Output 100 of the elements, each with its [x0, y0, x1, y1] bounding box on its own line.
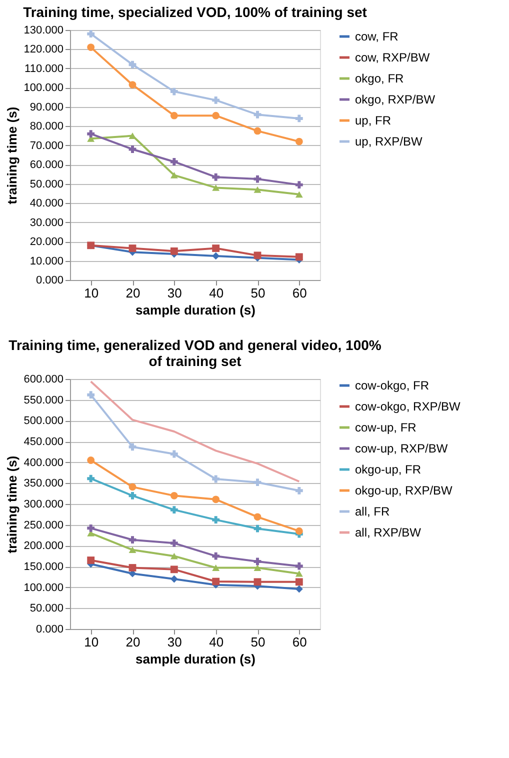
- y-tick-label: 40.000: [30, 198, 64, 210]
- x-tick-label: 60: [292, 634, 307, 650]
- legend-label: cow, FR: [355, 30, 399, 44]
- point: [128, 564, 136, 572]
- point: [212, 516, 220, 524]
- point: [128, 244, 136, 252]
- point: [254, 186, 262, 193]
- y-axis-title: training time (s): [4, 106, 20, 204]
- point: [87, 391, 95, 399]
- y-tick-label: 400.000: [24, 456, 64, 469]
- point: [295, 114, 303, 122]
- legend-label: up, FR: [355, 114, 392, 128]
- point: [212, 173, 220, 181]
- point: [170, 88, 178, 96]
- point: [87, 44, 95, 52]
- y-axis-title: training time (s): [4, 456, 20, 554]
- x-axis-title: sample duration (s): [136, 302, 256, 318]
- point: [170, 492, 178, 500]
- point: [128, 536, 136, 544]
- point: [254, 564, 262, 571]
- y-tick-label: 600.000: [24, 374, 64, 386]
- point: [170, 506, 178, 514]
- y-tick-label: 130.000: [24, 24, 64, 36]
- point: [295, 578, 303, 586]
- point: [295, 138, 303, 146]
- point: [212, 244, 220, 252]
- y-tick-label: 500.000: [24, 415, 64, 428]
- legend-label: cow-okgo, RXP/BW: [355, 400, 462, 414]
- point: [87, 474, 95, 482]
- point: [295, 191, 303, 198]
- y-tick-label: 150.000: [24, 561, 64, 573]
- x-tick-label: 40: [209, 286, 224, 300]
- point: [254, 110, 262, 118]
- point: [212, 112, 220, 120]
- legend-label: cow, RXP/BW: [355, 50, 430, 64]
- legend-label: cow-okgo, FR: [355, 378, 430, 392]
- chart-title: Training time, generalized VOD and general video, 100% of training set: [8, 337, 382, 369]
- y-tick-label: 70.000: [30, 140, 64, 152]
- point: [128, 443, 136, 451]
- point: [170, 566, 178, 574]
- y-tick-label: 20.000: [30, 236, 64, 248]
- point: [295, 570, 303, 577]
- point: [170, 247, 178, 255]
- point: [254, 252, 262, 260]
- point: [254, 578, 262, 586]
- legend-label: cow-up, RXP/BW: [355, 442, 448, 456]
- legend-label: all, RXP/BW: [355, 526, 422, 540]
- point: [295, 562, 303, 570]
- chart-title: Training time, specialized VOD, 100% of training set: [23, 4, 368, 20]
- point: [212, 96, 220, 104]
- point: [212, 578, 220, 586]
- point: [295, 585, 303, 593]
- point: [254, 175, 262, 183]
- x-tick-label: 20: [126, 286, 140, 300]
- legend-label: okgo-up, RXP/BW: [355, 484, 454, 498]
- x-tick-label: 50: [250, 286, 266, 300]
- y-tick-label: 350.000: [24, 478, 64, 490]
- point: [212, 552, 220, 560]
- point: [170, 112, 178, 120]
- y-tick-label: 100.000: [24, 82, 64, 94]
- point: [128, 492, 136, 500]
- x-tick-label: 20: [126, 634, 140, 650]
- point: [254, 513, 262, 521]
- y-tick-label: 60.000: [30, 159, 64, 172]
- x-axis-title: sample duration (s): [136, 652, 256, 666]
- legend-label: okgo, FR: [355, 72, 404, 86]
- point: [212, 496, 220, 504]
- x-tick-label: 30: [167, 286, 182, 300]
- point: [212, 475, 220, 483]
- point: [295, 486, 303, 494]
- point: [128, 546, 136, 554]
- point: [170, 575, 178, 583]
- point: [170, 158, 178, 166]
- point: [128, 146, 136, 153]
- line-series: [90, 380, 300, 482]
- y-tick-label: 90.000: [30, 101, 64, 114]
- point: [128, 81, 136, 89]
- x-tick-label: 50: [250, 634, 266, 650]
- point: [128, 483, 136, 491]
- point: [170, 539, 178, 547]
- y-tick-label: 300.000: [24, 498, 64, 510]
- y-tick-label: 200.000: [24, 540, 64, 552]
- point: [87, 30, 95, 38]
- y-tick-label: 50.000: [30, 178, 64, 190]
- legend-label: okgo-up, FR: [355, 462, 422, 476]
- point: [212, 252, 220, 260]
- point: [170, 552, 178, 560]
- legend-label: all, FR: [355, 504, 390, 518]
- point: [128, 60, 136, 68]
- point: [170, 450, 178, 458]
- legend-label: up, RXP/BW: [355, 134, 424, 148]
- y-tick-label: 550.000: [24, 394, 64, 406]
- legend-label: cow-up, FR: [355, 420, 417, 434]
- point: [212, 184, 220, 191]
- y-tick-label: 0.000: [36, 624, 64, 636]
- point: [295, 253, 303, 261]
- point: [254, 127, 262, 135]
- x-tick-label: 30: [167, 634, 182, 650]
- y-tick-label: 10.000: [30, 255, 64, 268]
- point: [254, 558, 262, 566]
